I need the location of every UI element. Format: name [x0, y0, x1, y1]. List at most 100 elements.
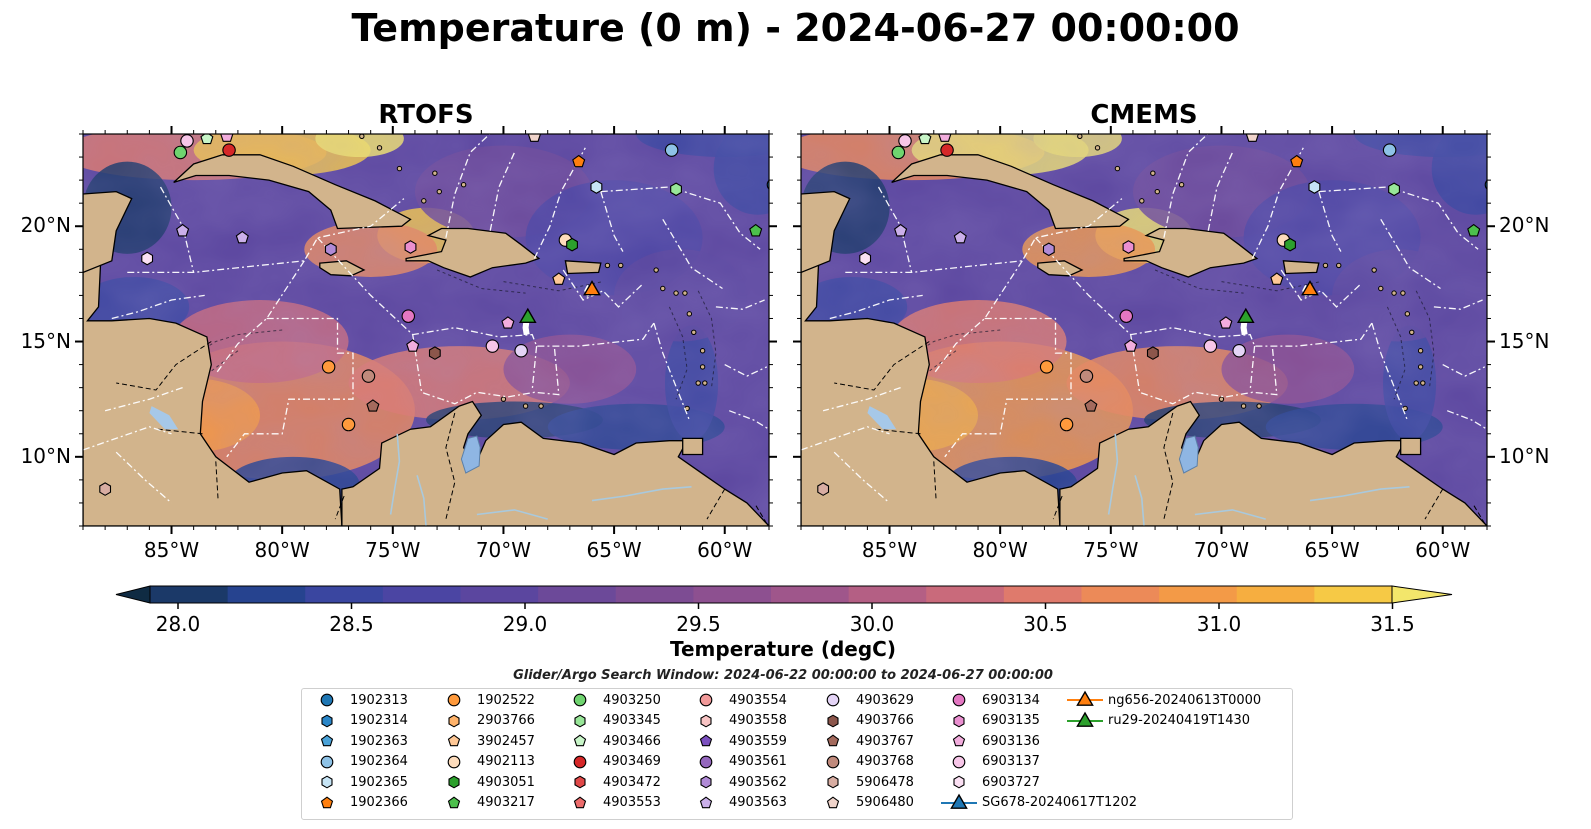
float-4903217-marker: [749, 223, 763, 237]
float-4903250-marker: [891, 145, 906, 160]
float-6903136-marker: [938, 134, 952, 142]
legend-item: 6903136: [940, 731, 1040, 751]
float-4903563-marker: [894, 223, 908, 237]
float-4903217-marker: [1467, 223, 1481, 237]
hexagon-marker-icon: [448, 714, 460, 727]
panel-title-cmems: CMEMS: [1090, 100, 1198, 130]
pentagon-marker-icon: [826, 796, 840, 808]
colorbar-extend-high: [1391, 585, 1453, 604]
hexagon-marker-icon: [321, 775, 333, 789]
float-4903562-marker: [324, 242, 337, 257]
float-5906480-marker: [1245, 134, 1259, 142]
lon-tick-label: 65°W: [1304, 538, 1360, 562]
legend-item: ru29-20240419T1430: [1066, 711, 1250, 731]
colorbar-bin: [460, 586, 539, 603]
float-1902314-marker: [770, 142, 781, 154]
pentagon-marker-icon: [573, 796, 587, 808]
land-yucatan: [83, 190, 133, 274]
circle-marker-icon: [447, 693, 461, 707]
hexagon-marker-icon: [953, 775, 965, 789]
map-panel-rtofs: [75, 126, 781, 534]
legend-label: 4903766: [856, 713, 914, 728]
legend-label: 1902365: [350, 774, 408, 790]
colorbar-bin: [1314, 586, 1393, 603]
colorbar-tick-label: 29.0: [502, 612, 548, 636]
land-hispaniola: [1123, 227, 1259, 278]
float-6903137-marker: [1203, 339, 1218, 353]
legend-label: 4903466: [603, 733, 661, 749]
legend-label: 4903767: [856, 733, 914, 749]
land-southAm: [341, 400, 769, 526]
land-trinidad: [682, 437, 704, 456]
float-4903768-marker: [1079, 369, 1094, 383]
legend-item: 4903629: [814, 690, 914, 710]
legend-item: 6903134: [940, 690, 1040, 710]
lon-tick-label: 75°W: [1083, 538, 1139, 562]
colorbar-bin: [150, 586, 229, 603]
legend-item: ng656-20240613T0000: [1066, 690, 1261, 710]
legend-item: 1902522: [435, 690, 535, 710]
legend-label: 1902314: [350, 713, 408, 728]
land-puertoRico: [1282, 260, 1320, 275]
pentagon-marker-icon: [447, 734, 461, 747]
colorbar-bin: [538, 586, 617, 603]
legend-item: 4903561: [687, 752, 787, 772]
land-southAm: [1059, 400, 1487, 526]
float-1902314-marker: [1488, 142, 1499, 154]
colorbar-bin: [848, 586, 927, 603]
legend-label: 4903563: [729, 795, 787, 810]
triangle-marker-icon: [1067, 690, 1103, 706]
legend-item: 4903562: [687, 772, 787, 792]
glider-ru29-20240419T1430-marker: [518, 307, 537, 323]
legend-item: 4903558: [687, 711, 787, 731]
legend-label: 4903559: [729, 733, 787, 749]
legend-label: 1902366: [350, 795, 408, 810]
colorbar-tick-label: 30.0: [849, 612, 895, 636]
float-1902364-marker: [1382, 143, 1397, 157]
hexagon-marker-icon: [448, 775, 460, 789]
lake-nicaragua: [867, 406, 897, 430]
legend-item: 4903554: [687, 690, 787, 710]
hexagon-marker-icon: [953, 714, 965, 727]
colorbar-tick-label: 30.5: [1023, 612, 1068, 636]
float-6903137-marker: [180, 134, 194, 148]
hexagon-marker-icon: [827, 714, 839, 727]
float-6903136-marker: [220, 134, 234, 142]
land-florida: [938, 111, 1000, 127]
legend-label: ng656-20240613T0000: [1108, 692, 1262, 708]
float-3902457-marker: [552, 272, 566, 285]
lat-tick-label: 15°N: [1499, 328, 1550, 353]
legend-item: 4903768: [814, 752, 914, 772]
legend-item: 6903137: [940, 752, 1040, 772]
land-jamaica: [319, 260, 366, 277]
colorbar-bin: [1159, 586, 1238, 603]
float-4903563-marker: [235, 230, 249, 244]
float-4903767-marker: [366, 399, 380, 412]
land-hispaniola: [405, 227, 541, 278]
legend-item: 4903563: [687, 793, 787, 813]
colorbar-bin: [771, 586, 850, 603]
legend-label: 1902522: [477, 692, 535, 708]
lon-tick-label: 85°W: [861, 538, 918, 562]
float-6903135-marker: [1122, 240, 1135, 254]
circle-marker-icon: [573, 755, 587, 768]
float-4903766-marker: [1146, 346, 1159, 360]
float-1902522-marker: [341, 417, 356, 432]
legend-label: 5906478: [856, 774, 914, 790]
triangle-marker-icon: [941, 793, 977, 809]
colorbar-bin: [926, 586, 1005, 603]
legend-label: 1902313: [350, 692, 408, 708]
hexagon-marker-icon: [827, 775, 839, 789]
legend: 1902313 1902314 1902363 1902364 1902365 19023…: [301, 688, 1293, 820]
land-cuba: [173, 154, 412, 230]
colorbar-title: Temperature (degC): [670, 637, 896, 661]
colorbar-bin: [1236, 586, 1315, 603]
pentagon-marker-icon: [573, 734, 587, 747]
float-4903563-marker: [953, 230, 967, 244]
legend-label: ru29-20240419T1430: [1108, 713, 1251, 728]
map-panel-cmems: [793, 111, 1499, 534]
float-4903051-marker: [1284, 237, 1296, 252]
legend-item: 4902113: [435, 752, 535, 772]
legend-item: 4903250: [561, 690, 661, 710]
triangle-marker-icon: [1067, 711, 1103, 727]
